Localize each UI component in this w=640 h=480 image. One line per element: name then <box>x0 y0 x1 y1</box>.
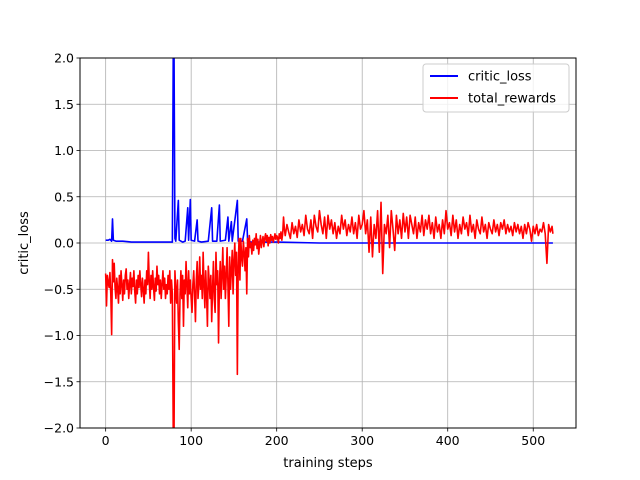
y-axis-title: critic_loss <box>17 211 32 275</box>
legend-label-critic-loss: critic_loss <box>468 70 532 85</box>
x-tick-label: 100 <box>179 433 203 448</box>
x-tick-label: 400 <box>436 433 460 448</box>
y-tick-label: 0.5 <box>54 189 74 204</box>
y-tick-label: 1.0 <box>54 143 74 158</box>
y-tick-label: −1.0 <box>44 328 74 343</box>
x-axis: 0 100 200 300 400 500 <box>102 428 545 448</box>
x-tick-label: 0 <box>102 433 110 448</box>
x-axis-title: training steps <box>283 456 373 471</box>
legend: critic_loss total_rewards <box>422 63 570 113</box>
plot-area <box>104 58 554 428</box>
x-tick-label: 500 <box>521 433 545 448</box>
legend-label-total-rewards: total_rewards <box>468 92 556 107</box>
legend-box <box>422 63 570 113</box>
x-tick-label: 200 <box>265 433 289 448</box>
x-tick-label: 300 <box>350 433 374 448</box>
y-tick-label: −1.5 <box>44 374 74 389</box>
y-axis: −2.0 −1.5 −1.0 −0.5 0.0 0.5 1.0 1.5 2.0 <box>44 51 80 436</box>
y-tick-label: 0.0 <box>54 236 74 251</box>
y-tick-label: 1.5 <box>54 97 74 112</box>
series-line-total-rewards <box>104 201 554 428</box>
y-tick-label: −0.5 <box>44 282 74 297</box>
y-tick-label: −2.0 <box>44 421 74 436</box>
y-tick-label: 2.0 <box>54 51 74 66</box>
